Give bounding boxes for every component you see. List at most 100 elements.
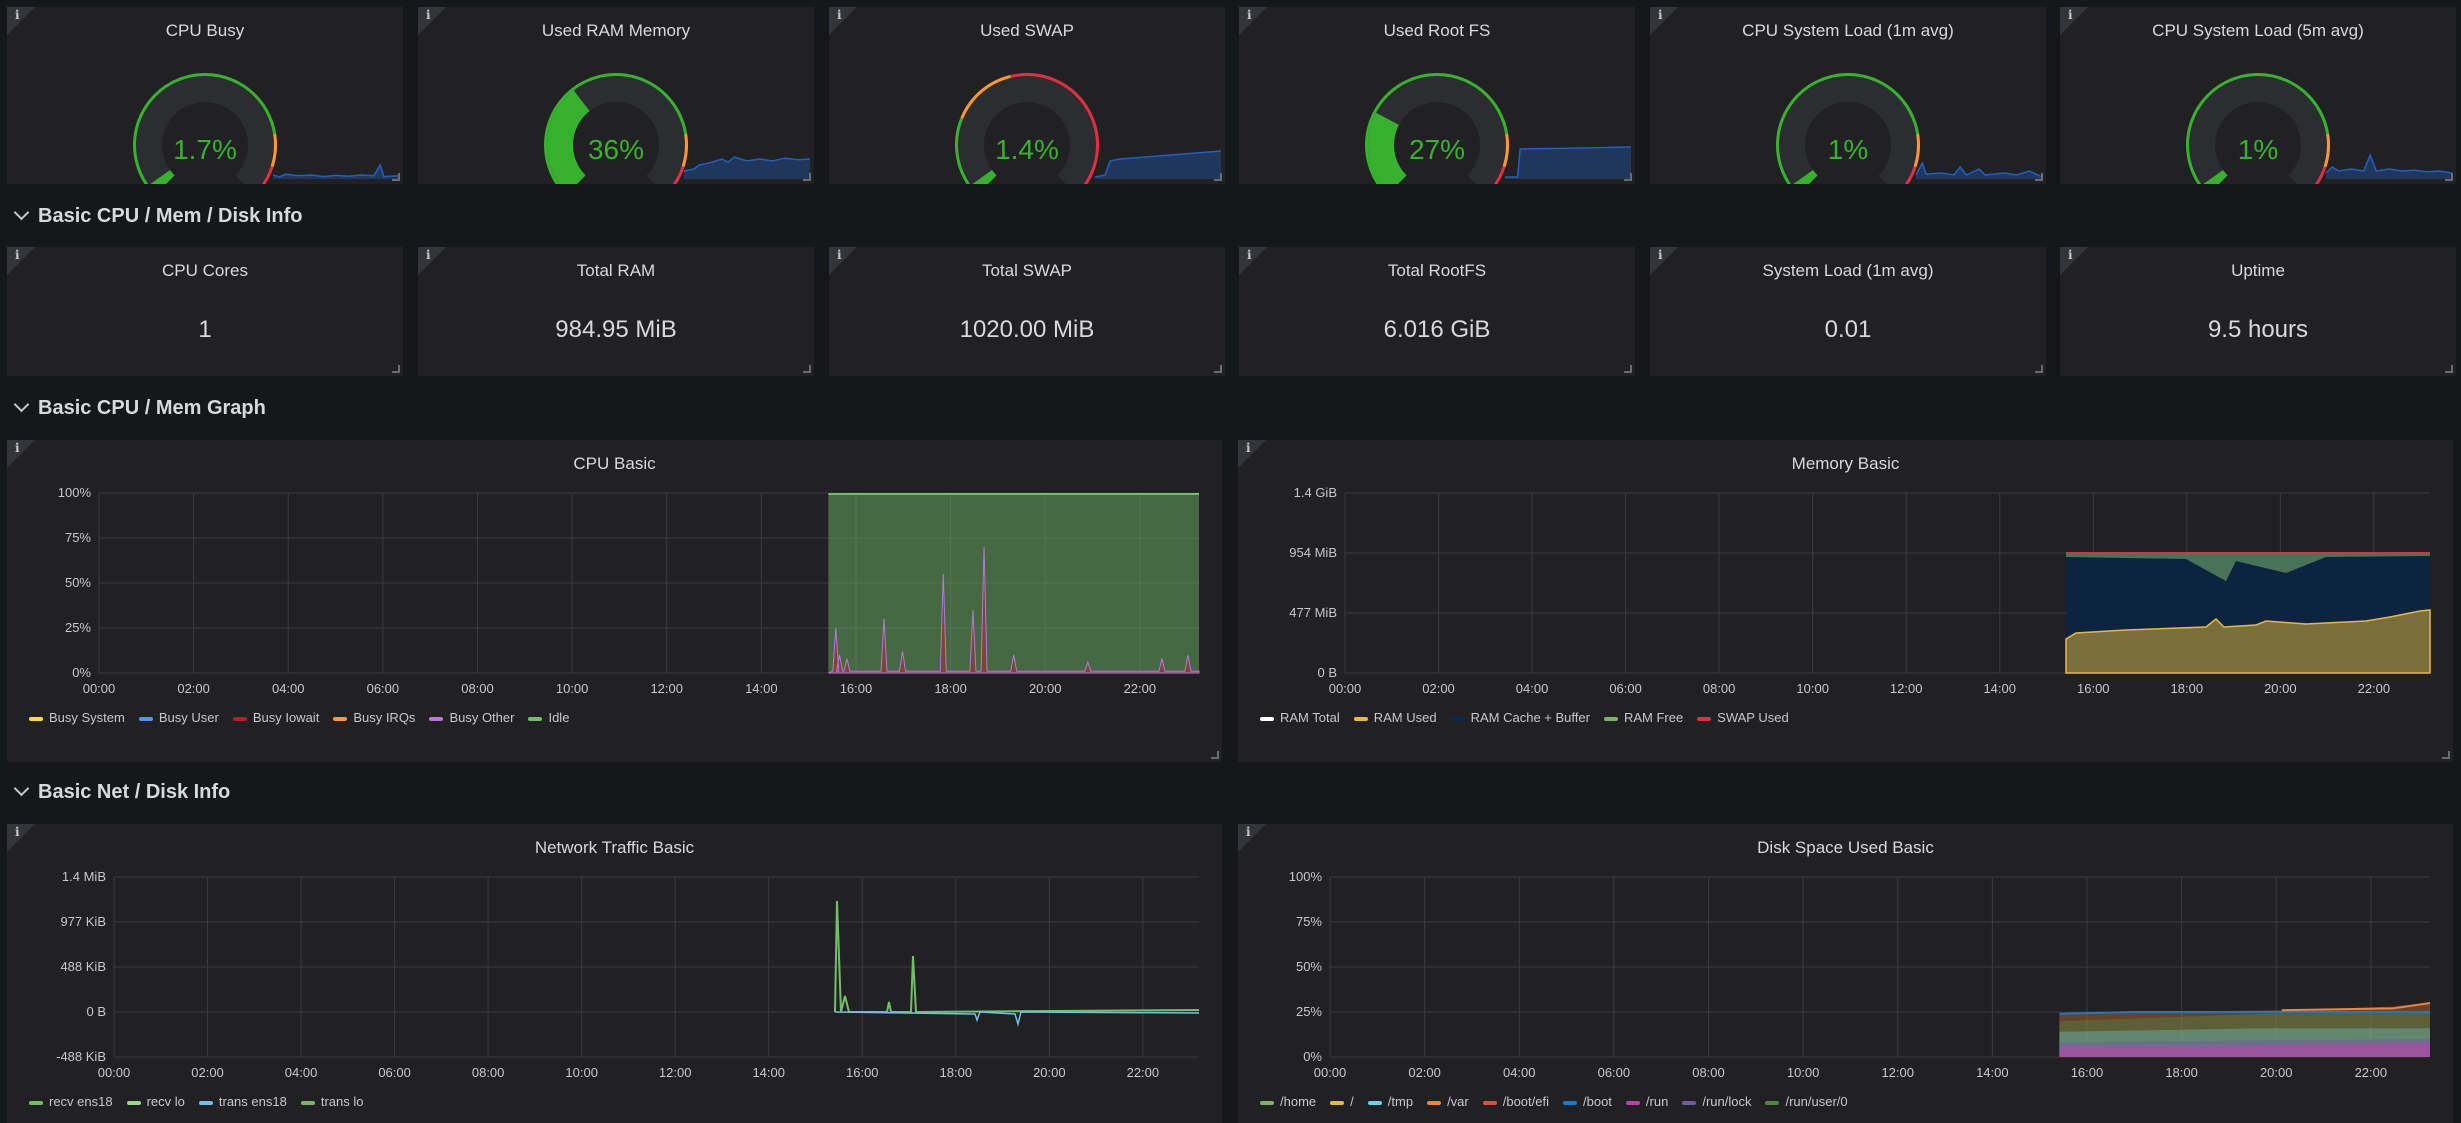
gauge-value-arc <box>547 90 591 184</box>
y-tick-label: 100% <box>58 485 92 500</box>
legend-swatch <box>1482 1100 1497 1105</box>
legend-swatch <box>29 1100 43 1105</box>
panel-info-icon[interactable]: i <box>1239 7 1267 35</box>
panel-info-icon[interactable]: i <box>7 824 35 852</box>
legend-item-boot-efi[interactable]: /boot/efi <box>1482 1094 1549 1109</box>
legend-item-ram-used[interactable]: RAM Used <box>1353 710 1437 725</box>
legend-item-busy-system[interactable]: Busy System <box>29 710 125 725</box>
legend-item-run[interactable]: /run <box>1625 1094 1668 1109</box>
legend-item-busy-user[interactable]: Busy User <box>138 710 219 725</box>
panel-uptime[interactable]: i Uptime 9.5 hours <box>2060 247 2456 376</box>
gauge-track <box>136 76 274 184</box>
resize-handle[interactable] <box>803 365 811 373</box>
legend-item-ram-total[interactable]: RAM Total <box>1260 710 1340 725</box>
resize-handle[interactable] <box>1624 365 1632 373</box>
legend-item-recv-ens18[interactable]: recv ens18 <box>29 1094 113 1109</box>
panel-info-icon[interactable]: i <box>7 7 35 35</box>
panel-info-icon[interactable]: i <box>1238 440 1266 468</box>
legend-item-idle[interactable]: Idle <box>528 710 569 725</box>
legend-item-ram-cache-buffer[interactable]: RAM Cache + Buffer <box>1450 710 1590 725</box>
panel-info-icon[interactable]: i <box>2060 247 2088 275</box>
resize-handle[interactable] <box>1214 365 1222 373</box>
sparkline-fill <box>2326 155 2452 179</box>
panel-total-ram[interactable]: i Total RAM 984.95 MiB <box>418 247 814 376</box>
legend-label: recv ens18 <box>49 1094 113 1109</box>
panel-network-traffic-basic[interactable]: i Network Traffic Basic 1.4 MiB 977 KiB 48… <box>7 824 1222 1123</box>
panel-cpu-cores[interactable]: i CPU Cores 1 <box>7 247 403 376</box>
panel-system-load-1m-avg[interactable]: i System Load (1m avg) 0.01 <box>1650 247 2046 376</box>
panel-info-icon[interactable]: i <box>2060 7 2088 35</box>
legend-item-boot[interactable]: /boot <box>1563 1094 1612 1109</box>
series-var-line <box>2281 1002 2431 1012</box>
panel-used-ram-memory[interactable]: i Used RAM Memory 36% <box>418 7 814 184</box>
section-header-net-disk-info[interactable]: Basic Net / Disk Info <box>13 780 230 804</box>
legend-swatch <box>232 716 247 721</box>
legend-item-busy-other[interactable]: Busy Other <box>429 710 514 725</box>
resize-handle[interactable] <box>392 365 400 373</box>
disk-space-chart: 100% 75% 50% 25% 0%00:00 02:00 04:00 06:00 08:00… <box>1289 869 2431 1080</box>
panel-info-icon[interactable]: i <box>1238 824 1266 852</box>
gauge-threshold-band <box>1776 73 1920 184</box>
legend-item-run-lock[interactable]: /run/lock <box>1682 1094 1751 1109</box>
gauge-threshold-band <box>260 165 274 184</box>
resize-handle[interactable] <box>2442 751 2450 759</box>
resize-handle[interactable] <box>1214 173 1222 181</box>
resize-handle[interactable] <box>2445 173 2453 181</box>
panel-info-icon[interactable]: i <box>7 440 35 468</box>
panel-used-root-fs[interactable]: i Used Root FS 27% <box>1239 7 1635 184</box>
section-header-cpu-mem-graph[interactable]: Basic CPU / Mem Graph <box>13 396 266 420</box>
panel-total-swap[interactable]: i Total SWAP 1020.00 MiB <box>829 247 1225 376</box>
resize-handle[interactable] <box>803 173 811 181</box>
resize-handle[interactable] <box>2035 173 2043 181</box>
resize-handle[interactable] <box>2445 365 2453 373</box>
legend-item-home[interactable]: /home <box>1260 1094 1316 1109</box>
legend-item-tmp[interactable]: /tmp <box>1367 1094 1414 1109</box>
legend-item-ram-free[interactable]: RAM Free <box>1603 710 1683 725</box>
resize-handle[interactable] <box>1211 751 1219 759</box>
panel-disk-space-used-basic[interactable]: i Disk Space Used Basic 100% 75% 50% 25% 0% 0… <box>1238 824 2453 1123</box>
y-tick-label: 977 KiB <box>60 914 106 929</box>
resize-handle[interactable] <box>392 173 400 181</box>
legend-item-trans-lo[interactable]: trans lo <box>300 1094 363 1109</box>
legend-label: /tmp <box>1387 1094 1414 1109</box>
panel-cpu-busy[interactable]: i CPU Busy 1.7% <box>7 7 403 184</box>
legend-swatch <box>300 1100 315 1105</box>
legend-swatch <box>429 716 444 721</box>
x-tick-label: 22:00 <box>2355 1065 2388 1080</box>
panel-cpu-system-load-5m-avg[interactable]: i CPU System Load (5m avg) 1% <box>2060 7 2456 184</box>
x-tick-label: 12:00 <box>659 1065 692 1080</box>
legend-item-var[interactable]: /var <box>1427 1094 1469 1109</box>
gauge-chart <box>2186 73 2453 184</box>
panel-info-icon[interactable]: i <box>1239 247 1267 275</box>
legend-item-[interactable]: / <box>1330 1094 1354 1109</box>
legend-item-trans-ens18[interactable]: trans ens18 <box>198 1094 287 1109</box>
panel-info-icon[interactable]: i <box>829 247 857 275</box>
resize-handle[interactable] <box>2035 365 2043 373</box>
panel-title: Memory Basic <box>1791 454 1900 473</box>
panel-cpu-basic[interactable]: i CPU Basic 100% 75% 50% 25% 0% 00:00 02:00 04:… <box>7 440 1222 762</box>
gauge-threshold-band <box>2186 73 2330 184</box>
legend-label: SWAP Used <box>1717 710 1789 725</box>
legend-item-run-user-0[interactable]: /run/user/0 <box>1765 1094 1848 1109</box>
panel-info-icon[interactable]: i <box>418 247 446 275</box>
section-header-cpu-mem-disk-info[interactable]: Basic CPU / Mem / Disk Info <box>13 204 303 228</box>
legend-item-recv-lo[interactable]: recv lo <box>126 1094 185 1109</box>
panel-info-icon[interactable]: i <box>1650 247 1678 275</box>
panel-used-swap[interactable]: i Used SWAP 1.4% <box>829 7 1225 184</box>
legend-swatch <box>1367 1100 1382 1105</box>
panel-info-icon[interactable]: i <box>1650 7 1678 35</box>
panel-info-icon[interactable]: i <box>829 7 857 35</box>
legend-item-swap-used[interactable]: SWAP Used <box>1697 710 1789 725</box>
y-tick-label: 50% <box>1296 959 1322 974</box>
panel-info-icon[interactable]: i <box>7 247 35 275</box>
panel-info-icon[interactable]: i <box>418 7 446 35</box>
legend-item-busy-irqs[interactable]: Busy IRQs <box>333 710 415 725</box>
panel-total-rootfs[interactable]: i Total RootFS 6.016 GiB <box>1239 247 1635 376</box>
legend-item-busy-iowait[interactable]: Busy Iowait <box>232 710 319 725</box>
series-idle-area <box>828 493 1199 673</box>
resize-handle[interactable] <box>1624 173 1632 181</box>
panel-cpu-system-load-1m-avg[interactable]: i CPU System Load (1m avg) 1% <box>1650 7 2046 184</box>
x-tick-label: 10:00 <box>565 1065 598 1080</box>
